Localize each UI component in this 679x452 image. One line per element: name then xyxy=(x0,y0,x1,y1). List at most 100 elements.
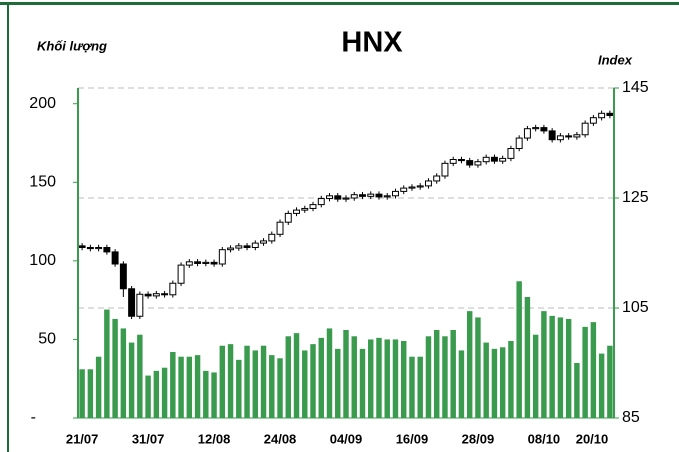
volume-bar xyxy=(145,375,151,418)
frame-left xyxy=(7,2,9,452)
volume-bar xyxy=(104,309,110,418)
x-tick-label: 21/07 xyxy=(66,431,99,446)
volume-bar xyxy=(524,297,531,418)
volume-bar xyxy=(532,334,539,418)
candle-body xyxy=(532,127,540,130)
candle-body xyxy=(598,112,606,119)
candle-body xyxy=(383,195,391,198)
volume-bar xyxy=(343,330,349,418)
candle-body xyxy=(251,242,259,249)
candle-body xyxy=(103,247,111,253)
candle-body xyxy=(565,135,573,138)
candle-body xyxy=(128,288,136,317)
volume-bar xyxy=(310,344,316,418)
candle-body xyxy=(457,159,465,162)
candle-body xyxy=(317,198,325,206)
volume-bar xyxy=(277,358,283,418)
x-tick-label: 31/07 xyxy=(132,431,165,446)
candle-body xyxy=(375,193,383,198)
volume-bar xyxy=(483,342,489,418)
volume-bar xyxy=(565,319,572,418)
candle-body xyxy=(152,293,160,297)
candle-body xyxy=(490,156,498,162)
y-tick-label: 200 xyxy=(29,95,56,112)
volume-bar xyxy=(161,367,168,418)
volume-bar xyxy=(194,355,201,418)
chart-title: HNX xyxy=(341,27,403,59)
candle-body xyxy=(185,261,193,266)
volume-bar xyxy=(219,345,226,418)
y2-tick-label: 85 xyxy=(622,409,640,426)
x-tick-label: 24/08 xyxy=(264,431,297,446)
y-tick-label: 50 xyxy=(38,331,56,348)
candle-body xyxy=(482,156,490,163)
candle-body xyxy=(95,247,103,250)
volume-bar xyxy=(516,281,522,418)
volume-bar xyxy=(590,322,597,418)
volume-bar xyxy=(211,372,217,418)
volume-bar xyxy=(285,336,291,418)
candle-body xyxy=(169,282,177,296)
volume-bar xyxy=(417,356,423,418)
candle-body xyxy=(78,245,86,249)
candle-body xyxy=(573,134,581,138)
candle-body xyxy=(606,112,614,117)
volume-bar xyxy=(499,347,506,418)
y2-tick-label: 145 xyxy=(622,79,649,96)
candle-body xyxy=(515,137,523,150)
volume-bar xyxy=(335,348,341,418)
candle-body xyxy=(507,148,515,159)
volume-bar xyxy=(293,333,300,418)
candle-body xyxy=(548,130,556,141)
y-axis-label: Khối lượng xyxy=(37,38,107,53)
candle-body xyxy=(243,245,251,249)
candle-body xyxy=(202,261,210,264)
volume-bar xyxy=(359,348,366,418)
y2-axis-label: Index xyxy=(598,52,633,67)
volume-bar xyxy=(582,326,588,418)
volume-bar xyxy=(442,336,448,418)
candle-body xyxy=(177,264,185,284)
volume-bar xyxy=(120,328,127,418)
volume-bar xyxy=(186,356,193,418)
candle-body xyxy=(136,293,144,317)
candle-body xyxy=(466,160,474,166)
candle-body xyxy=(433,175,441,182)
volume-bar xyxy=(79,369,85,418)
volume-bar xyxy=(401,341,407,418)
volume-bar xyxy=(392,339,399,418)
candle-body xyxy=(589,117,597,124)
candle-body xyxy=(326,195,333,200)
candle-body xyxy=(540,127,548,132)
volume-bar xyxy=(409,356,415,418)
volume-bar xyxy=(260,345,267,418)
volume-bar xyxy=(384,339,390,418)
candle-body xyxy=(276,221,284,235)
volume-bar xyxy=(549,315,555,418)
candle-body xyxy=(449,159,457,164)
volume-bar xyxy=(244,345,250,418)
volume-bar xyxy=(557,317,564,418)
volume-bar xyxy=(203,370,209,418)
candle-body xyxy=(441,162,449,177)
volume-bar xyxy=(368,339,374,418)
volume-bar xyxy=(252,350,259,418)
candle-body xyxy=(144,293,152,297)
candle-body xyxy=(235,245,243,249)
candle-body xyxy=(474,161,482,166)
volume-bar xyxy=(466,311,473,418)
candle-body xyxy=(111,251,119,265)
y2-tick-label: 125 xyxy=(622,189,649,206)
x-tick-label: 08/10 xyxy=(528,431,561,446)
volume-bar xyxy=(87,369,94,418)
candle-body xyxy=(218,249,226,265)
volume-bar xyxy=(574,363,580,418)
candle-body xyxy=(309,204,317,209)
candle-body xyxy=(581,122,589,136)
candle-body xyxy=(161,293,169,296)
candle-body xyxy=(359,194,366,197)
candle-body xyxy=(119,263,127,290)
candle-body xyxy=(334,195,342,200)
